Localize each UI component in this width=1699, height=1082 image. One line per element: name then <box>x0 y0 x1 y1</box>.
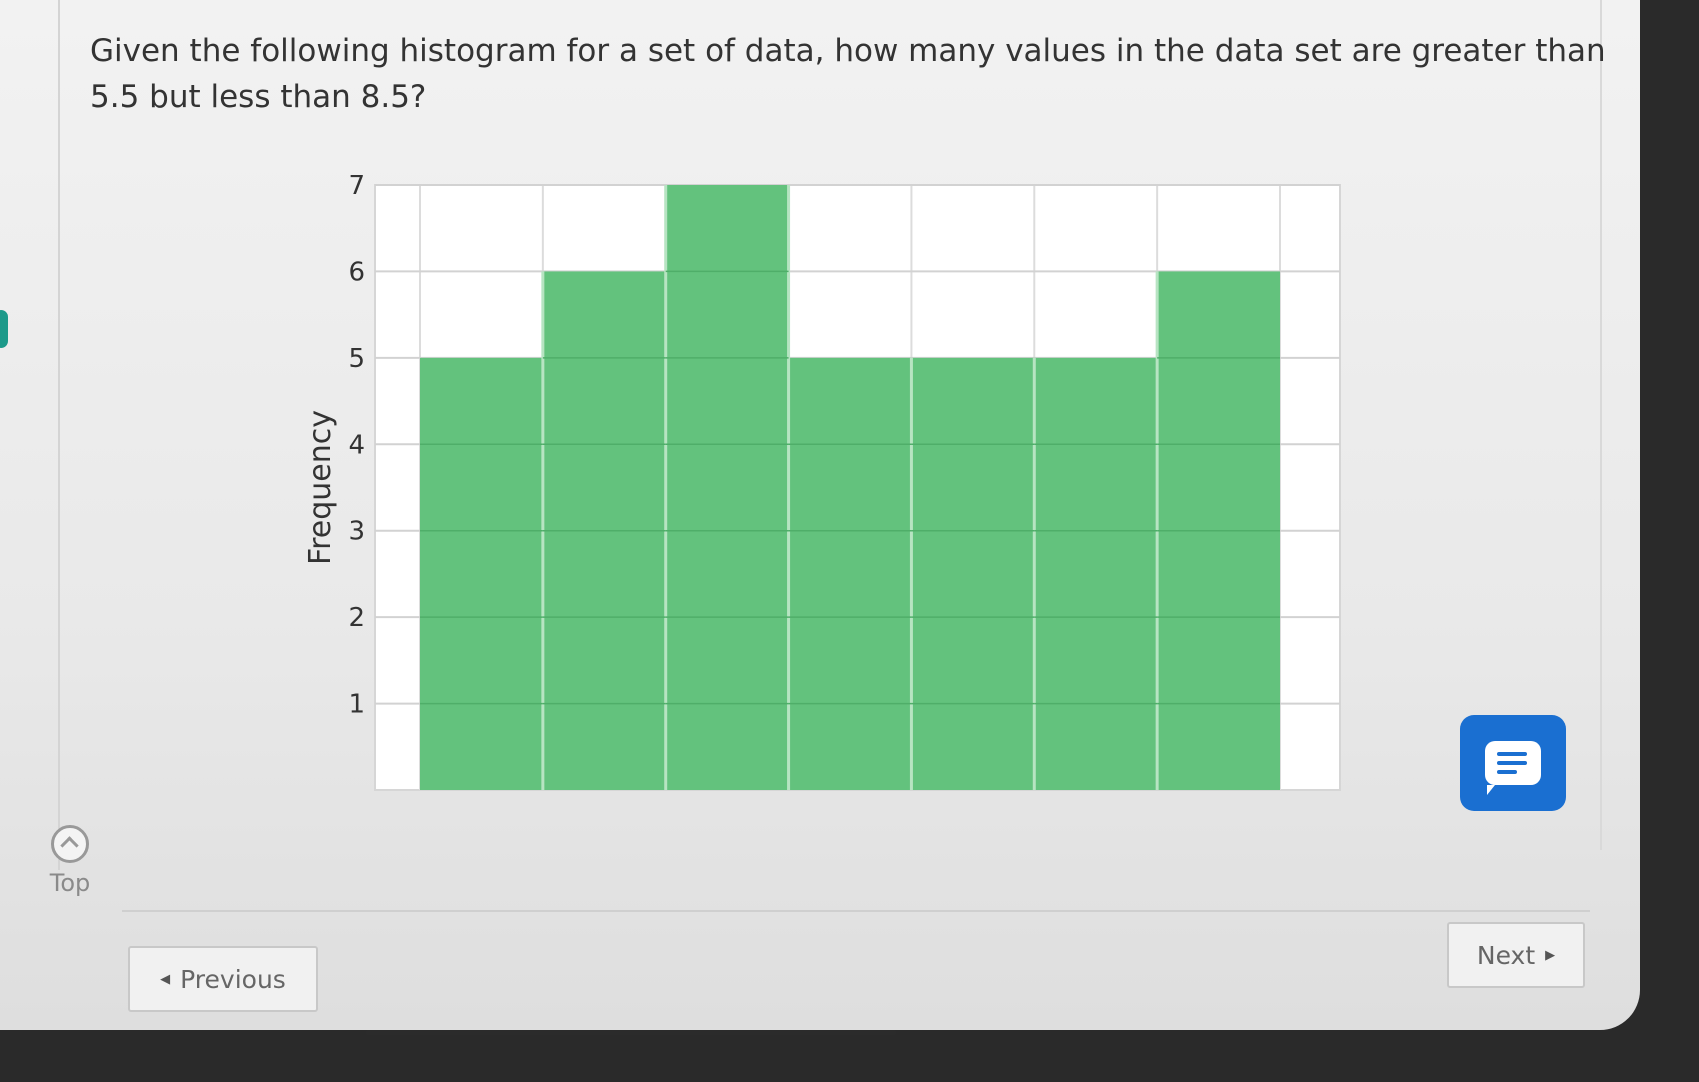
chat-button[interactable] <box>1460 715 1566 811</box>
y-tick-label: 7 <box>348 171 365 201</box>
divider <box>122 910 1590 912</box>
next-button[interactable]: Next ▶ <box>1447 922 1585 988</box>
histogram-bar <box>1034 357 1158 790</box>
top-label: Top <box>49 869 91 897</box>
triangle-right-icon: ▶ <box>1545 947 1556 963</box>
histogram-bar <box>788 357 912 790</box>
question-text: Given the following histogram for a set … <box>90 33 1606 115</box>
y-tick-label: 4 <box>348 430 365 460</box>
histogram-svg: 1 2 3 4 5 6 7 Frequency <box>303 171 1341 791</box>
chat-bubble-icon <box>1485 741 1541 795</box>
y-tick-label: 1 <box>348 690 365 720</box>
histogram-bar <box>420 357 543 790</box>
histogram-bar <box>911 357 1035 790</box>
y-axis-label: Frequency <box>303 410 338 565</box>
top-link[interactable]: Top <box>42 825 98 897</box>
y-tick-label: 3 <box>348 517 365 547</box>
card-left-edge <box>58 0 60 870</box>
histogram-bar <box>665 185 789 790</box>
next-label: Next <box>1476 940 1536 970</box>
previous-label: Previous <box>180 964 286 994</box>
card-right-edge <box>1600 0 1602 850</box>
screen: Given the following histogram for a set … <box>0 0 1640 1030</box>
chevron-up-circle-icon[interactable] <box>51 825 89 863</box>
side-indicator <box>0 310 8 348</box>
triangle-left-icon: ◀ <box>160 971 171 987</box>
y-tick-label: 2 <box>348 603 365 633</box>
histogram-chart: 1 2 3 4 5 6 7 Frequency <box>300 170 1450 870</box>
y-tick-label: 5 <box>348 344 365 374</box>
home-indicator <box>365 1030 897 1035</box>
previous-button[interactable]: ◀ Previous <box>128 946 318 1012</box>
y-tick-label: 6 <box>348 257 365 287</box>
